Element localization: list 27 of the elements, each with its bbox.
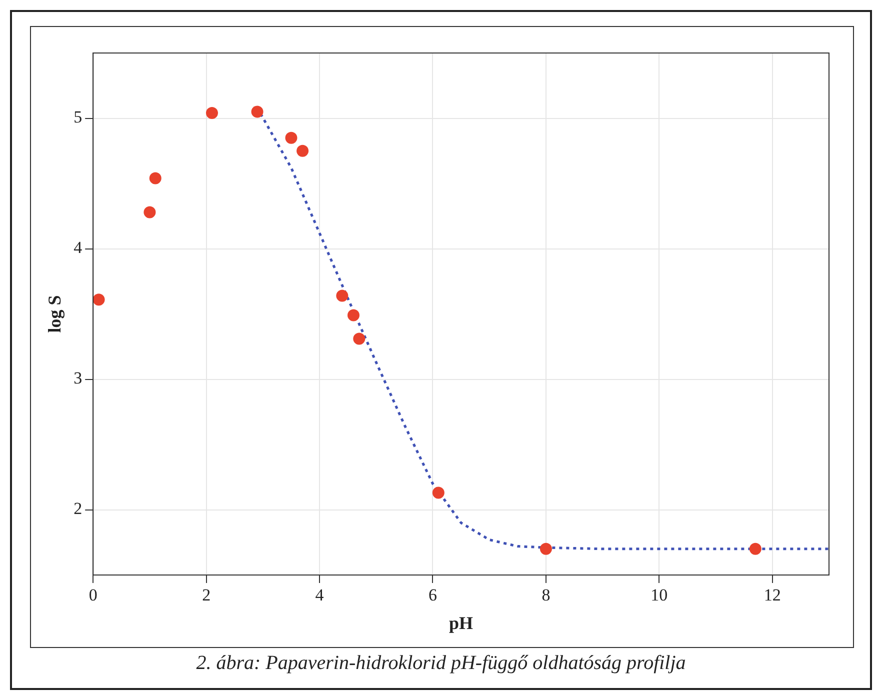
y-axis-title: log S: [44, 295, 64, 333]
text: 2. ábra: Papaverin-hidroklorid pH-függő oldhatóság profilja: [195, 652, 687, 675]
x-tick-label: 0: [88, 586, 98, 605]
point: [749, 542, 762, 555]
x-tick-label: 10: [650, 586, 668, 605]
point: [251, 106, 264, 118]
point: [144, 206, 156, 218]
x-axis-title: pH: [449, 612, 474, 633]
point: [432, 486, 444, 499]
point: [296, 144, 309, 157]
y-tick-label: 4: [74, 238, 83, 258]
y-tick-label: 3: [74, 368, 82, 388]
point: [540, 542, 552, 555]
point: [93, 294, 105, 306]
point: [353, 332, 366, 345]
point: [149, 172, 162, 184]
x-tick-label: 8: [542, 586, 550, 605]
point: [336, 290, 348, 302]
y-tick-label: 5: [74, 108, 82, 127]
point: [285, 132, 298, 144]
x-tick-label: 12: [764, 586, 781, 605]
x-tick-label: 2: [202, 586, 211, 605]
point: [347, 309, 360, 322]
y-tick-label: 2: [74, 499, 82, 518]
x-tick-label: 4: [315, 586, 324, 605]
x-tick-label: 6: [428, 586, 437, 605]
point: [206, 107, 218, 120]
